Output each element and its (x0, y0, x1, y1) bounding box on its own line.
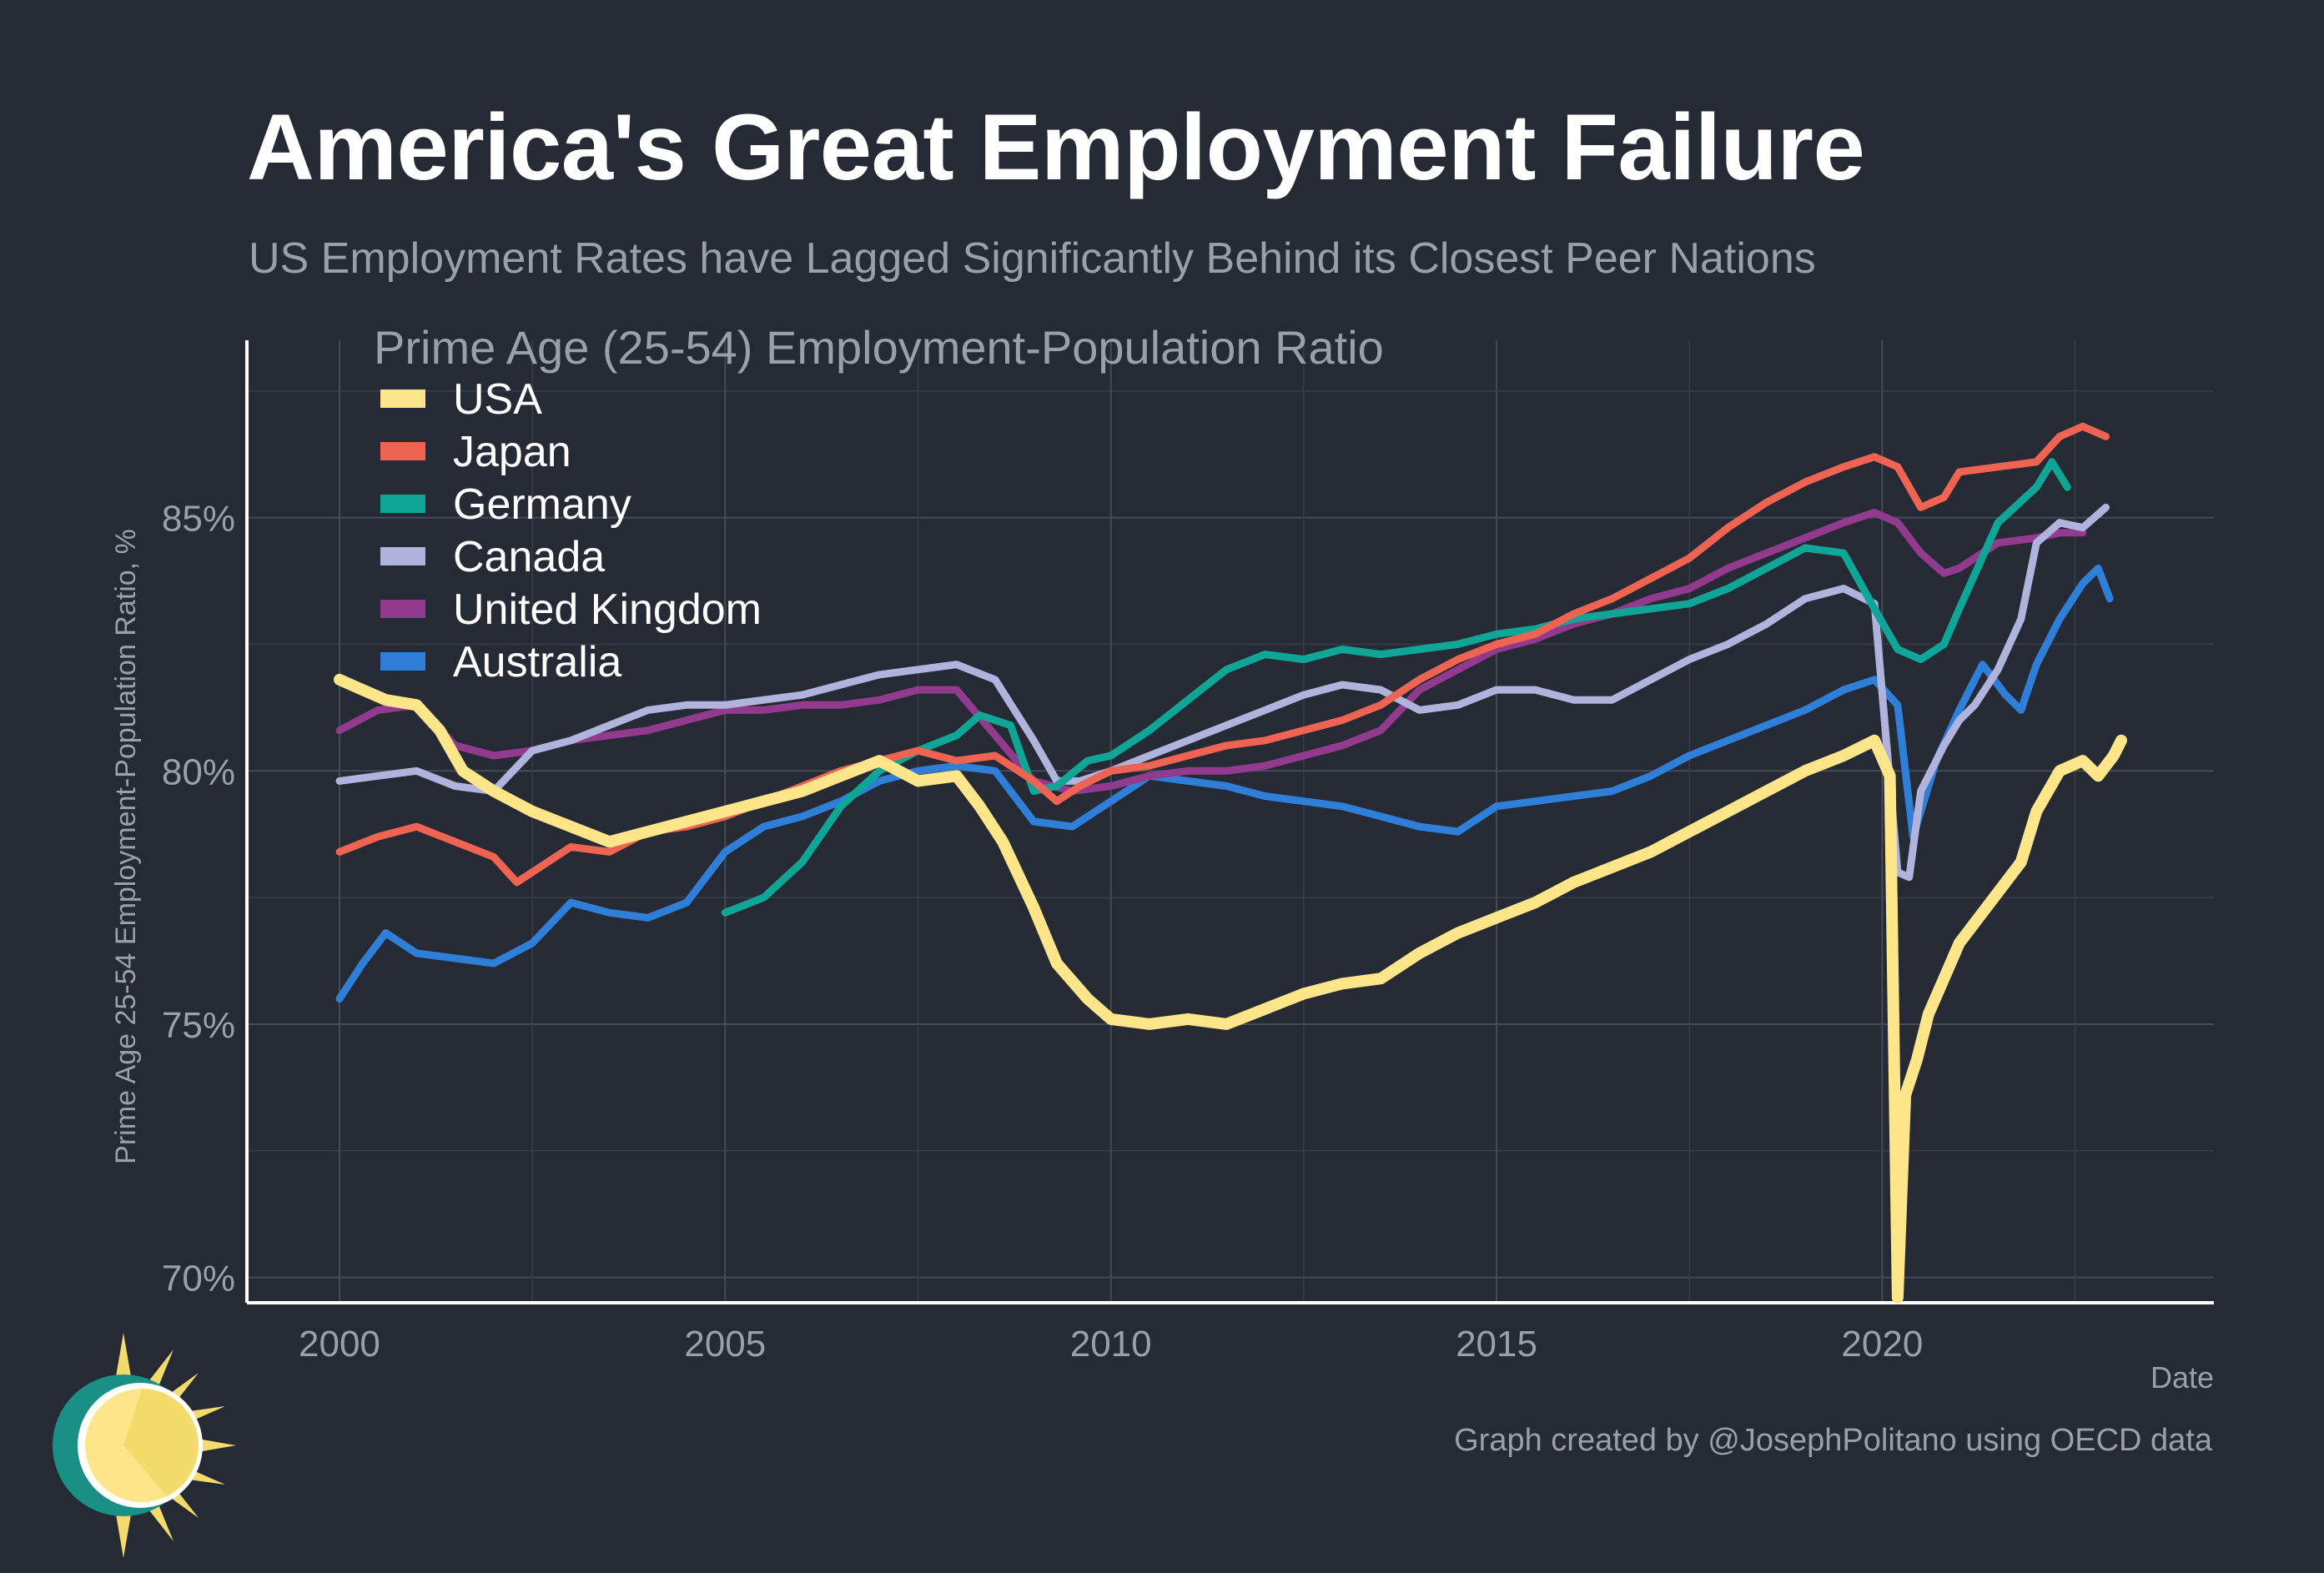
legend-swatch-germany (380, 495, 425, 513)
legend-swatch-usa (380, 389, 425, 408)
series-line-united-kingdom (335, 509, 2087, 796)
series-lines (334, 422, 2127, 1304)
legend-label-japan: Japan (453, 428, 571, 476)
x-tick-label: 2020 (1841, 1324, 1923, 1364)
sun-logo-icon (53, 1333, 236, 1558)
legend-label-usa: USA (453, 375, 542, 424)
legend-label-united-kingdom: United Kingdom (453, 585, 762, 634)
x-axis-title: Date (2150, 1360, 2214, 1395)
legend-swatch-japan (380, 442, 425, 460)
legend-label-germany: Germany (453, 480, 631, 529)
credit-text: Graph created by @JosephPolitano using O… (1454, 1423, 2212, 1458)
series-line-usa (334, 673, 2127, 1304)
legend-title: Prime Age (25-54) Employment-Population … (374, 321, 1384, 374)
series-line-canada (335, 503, 2110, 882)
axes: 70% 75% 80% 85% 2000 2005 2010 2015 2020 Date Prim… (110, 340, 2214, 1395)
y-axis-title: Prime Age 25-54 Employment-Population Ra… (110, 529, 142, 1164)
chart-subtitle: US Employment Rates have Lagged Signific… (249, 234, 1816, 283)
chart-title: America's Great Employment Failure (247, 95, 1865, 199)
legend-swatch-australia (380, 652, 425, 671)
y-tick-label: 85% (162, 499, 235, 540)
x-tick-label: 2010 (1070, 1324, 1152, 1364)
legend-swatch-canada (380, 547, 425, 565)
x-tick-label: 2000 (299, 1324, 380, 1364)
x-tick-label: 2015 (1456, 1324, 1537, 1364)
y-tick-label: 75% (162, 1005, 235, 1046)
y-tick-label: 70% (162, 1259, 235, 1299)
legend-label-australia: Australia (453, 638, 621, 686)
series-line-germany (721, 458, 2071, 917)
legend-label-canada: Canada (453, 533, 605, 581)
x-tick-label: 2005 (684, 1324, 766, 1364)
y-tick-label: 80% (162, 751, 235, 792)
legend: Prime Age (25-54) Employment-Population … (374, 321, 1384, 686)
legend-swatch-united-kingdom (380, 600, 425, 618)
